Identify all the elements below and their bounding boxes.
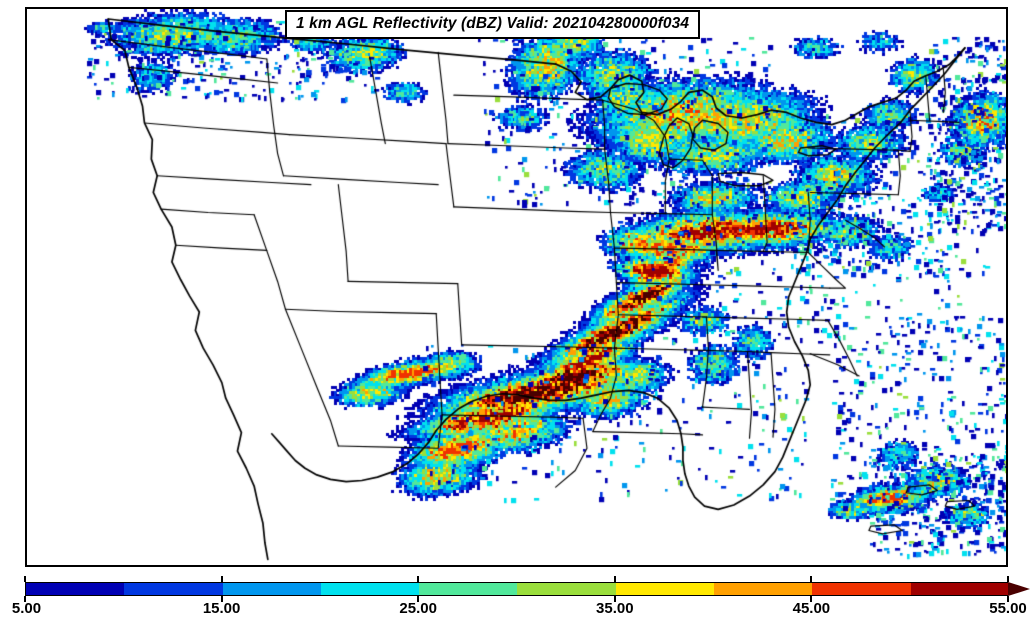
colorbar-band (26, 583, 125, 595)
title-box: 1 km AGL Reflectivity (dBZ) Valid: 20210… (285, 10, 701, 39)
colorbar-tick-label: 45.00 (792, 600, 831, 617)
map-panel (25, 7, 1008, 567)
colorbar-tick (417, 596, 420, 602)
colorbar-tick-label: 5.00 (11, 600, 42, 617)
colorbar-tick (613, 596, 616, 602)
colorbar-band (222, 583, 321, 595)
colorbar-tick (810, 576, 813, 582)
colorbar (25, 582, 1030, 596)
colorbar-tick (613, 576, 616, 582)
radar-reflectivity-canvas (27, 9, 1006, 565)
colorbar-band (517, 583, 616, 595)
page-title: 1 km AGL Reflectivity (dBZ) Valid: 20210… (296, 15, 690, 32)
colorbar-tick (220, 596, 223, 602)
colorbar-tick-label: 35.00 (596, 600, 634, 617)
colorbar-tick (1007, 576, 1009, 582)
colorbar-tick (417, 576, 420, 582)
colorbar-over-arrow (1008, 582, 1030, 596)
colorbar-tick (810, 596, 813, 602)
colorbar-band (320, 583, 420, 595)
colorbar-tick (24, 596, 26, 602)
colorbar-band (419, 583, 518, 595)
colorbar-band (714, 583, 813, 595)
colorbar-band (615, 583, 715, 595)
colorbar-tick (24, 576, 26, 582)
colorbar-tick-label: 55.00 (989, 600, 1027, 617)
colorbar-tick (1007, 596, 1009, 602)
colorbar-tick-label: 25.00 (399, 600, 437, 617)
colorbar-bands (25, 582, 1009, 596)
colorbar-tick-label: 15.00 (202, 600, 241, 617)
colorbar-band (812, 583, 911, 595)
colorbar-band (124, 583, 223, 595)
colorbar-band (910, 583, 1009, 595)
colorbar-tick (220, 576, 223, 582)
